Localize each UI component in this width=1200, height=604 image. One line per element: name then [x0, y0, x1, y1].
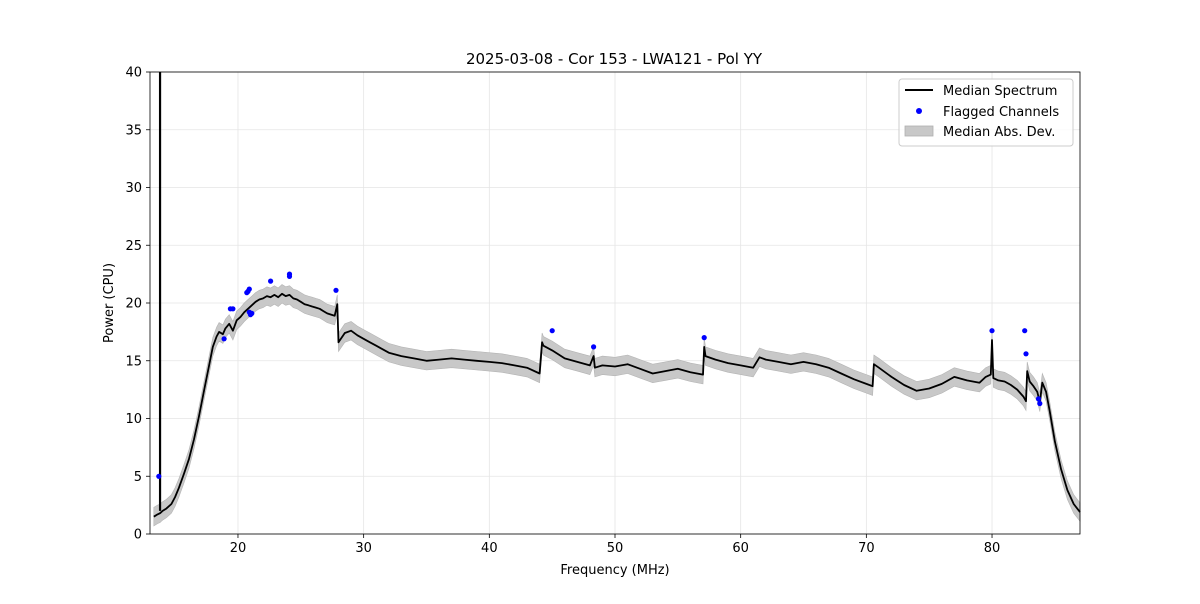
flagged-channel-point — [1022, 328, 1028, 334]
y-tick-label: 35 — [125, 123, 142, 138]
legend-label-median-spectrum: Median Spectrum — [943, 84, 1057, 99]
x-tick-label: 30 — [355, 541, 372, 556]
y-axis-ticks: 0 5 10 15 20 25 30 35 40 — [125, 66, 150, 543]
chart-title: 2025-03-08 - Cor 153 - LWA121 - Pol YY — [466, 50, 763, 68]
flagged-channel-point — [549, 328, 555, 334]
y-tick-label: 15 — [125, 354, 142, 369]
x-axis-label: Frequency (MHz) — [560, 563, 669, 578]
flagged-channel-point — [1035, 396, 1042, 402]
x-tick-label: 80 — [984, 541, 1001, 556]
y-tick-label: 20 — [125, 297, 142, 312]
flagged-channel-point — [591, 344, 597, 350]
y-tick-label: 30 — [125, 181, 142, 196]
x-tick-label: 50 — [607, 541, 624, 556]
y-tick-label: 40 — [125, 66, 142, 81]
flagged-channels-layer — [156, 271, 1043, 479]
mad-band — [153, 284, 1081, 527]
legend-label-flagged-channels: Flagged Channels — [943, 105, 1059, 120]
legend: Median Spectrum Flagged Channels Median … — [898, 78, 1074, 147]
flagged-channel-point — [230, 306, 236, 312]
flagged-channel-point — [701, 335, 707, 341]
flagged-channel-point — [249, 310, 255, 316]
mad-band-layer — [153, 284, 1081, 527]
flagged-channel-point — [156, 473, 162, 479]
legend-band-swatch — [904, 125, 934, 137]
y-tick-label: 5 — [134, 470, 142, 485]
flagged-channel-point — [286, 273, 293, 279]
x-tick-label: 40 — [481, 541, 498, 556]
x-tick-label: 20 — [230, 541, 247, 556]
flagged-channel-point — [221, 336, 227, 342]
x-axis-ticks: 20 30 40 50 60 70 80 — [230, 534, 1001, 556]
median-spectrum-layer — [153, 72, 1081, 518]
flagged-channel-point — [1023, 351, 1029, 357]
y-tick-label: 25 — [125, 239, 142, 254]
y-tick-label: 0 — [134, 528, 142, 543]
median-spectrum-line — [153, 292, 1081, 518]
y-tick-label: 10 — [125, 412, 142, 427]
legend-box — [898, 78, 1074, 147]
x-tick-label: 70 — [858, 541, 875, 556]
legend-point-swatch — [916, 108, 922, 114]
flagged-channel-point — [268, 278, 274, 284]
legend-label-mad: Median Abs. Dev. — [943, 125, 1055, 140]
flagged-channel-point — [989, 328, 995, 334]
y-axis-label: Power (CPU) — [102, 263, 117, 343]
flagged-channel-point — [1037, 400, 1043, 407]
flagged-channel-point — [333, 287, 339, 293]
flagged-channel-point — [246, 286, 252, 292]
x-tick-label: 60 — [732, 541, 749, 556]
